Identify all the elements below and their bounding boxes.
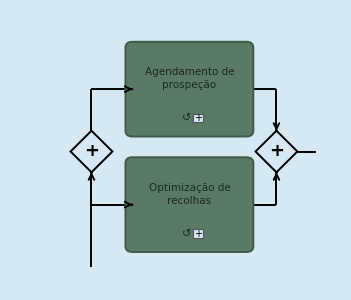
FancyBboxPatch shape: [126, 42, 253, 136]
Text: +: +: [194, 113, 202, 123]
FancyBboxPatch shape: [126, 157, 253, 252]
Polygon shape: [71, 131, 112, 172]
Text: Optimização de
recolhas: Optimização de recolhas: [148, 183, 230, 206]
Text: +: +: [269, 142, 284, 160]
Polygon shape: [256, 131, 297, 172]
Text: +: +: [194, 229, 202, 238]
Text: ↺: ↺: [182, 229, 191, 238]
Text: +: +: [84, 142, 99, 160]
Text: ↺: ↺: [182, 113, 191, 123]
Text: Agendamento de
prospeção: Agendamento de prospeção: [145, 67, 234, 90]
FancyBboxPatch shape: [193, 229, 203, 238]
FancyBboxPatch shape: [193, 114, 203, 122]
